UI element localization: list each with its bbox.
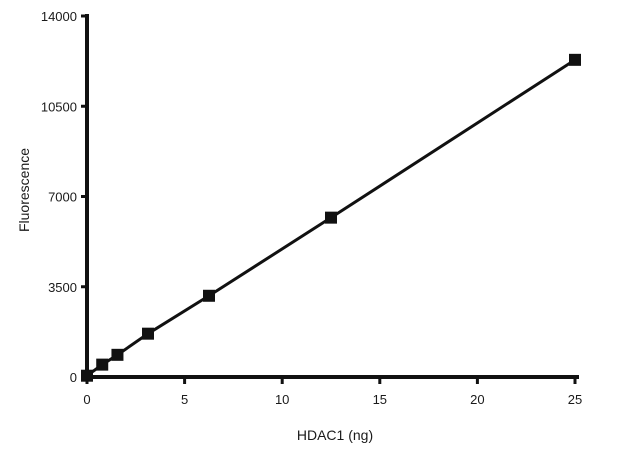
x-tick-label: 5: [181, 392, 188, 407]
y-tick-label: 3500: [48, 280, 77, 295]
x-tick-label: 10: [275, 392, 289, 407]
x-tick-label: 25: [568, 392, 582, 407]
axes: [85, 14, 579, 379]
x-tick-label: 0: [83, 392, 90, 407]
y-tick-label: 10500: [41, 99, 77, 114]
y-tick-label: 14000: [41, 9, 77, 24]
data-point-marker: [81, 369, 93, 382]
data-point-marker: [203, 289, 215, 302]
x-tick-label: 20: [470, 392, 484, 407]
data-point-marker: [569, 53, 581, 66]
x-axis-label: HDAC1 (ng): [297, 427, 373, 443]
series: [81, 53, 581, 382]
data-point-marker: [96, 358, 109, 371]
x-ticks: 0 5 10 15 20 25: [83, 377, 582, 407]
data-point-marker: [142, 327, 154, 340]
data-point-marker: [111, 348, 124, 361]
y-axis-label: Fluorescence: [16, 148, 32, 232]
y-ticks: 0 3500 7000 10500 14000: [41, 9, 87, 385]
data-point-marker: [325, 211, 337, 224]
x-tick-label: 15: [373, 392, 387, 407]
y-tick-label: 7000: [48, 190, 77, 205]
y-tick-label: 0: [70, 370, 77, 385]
